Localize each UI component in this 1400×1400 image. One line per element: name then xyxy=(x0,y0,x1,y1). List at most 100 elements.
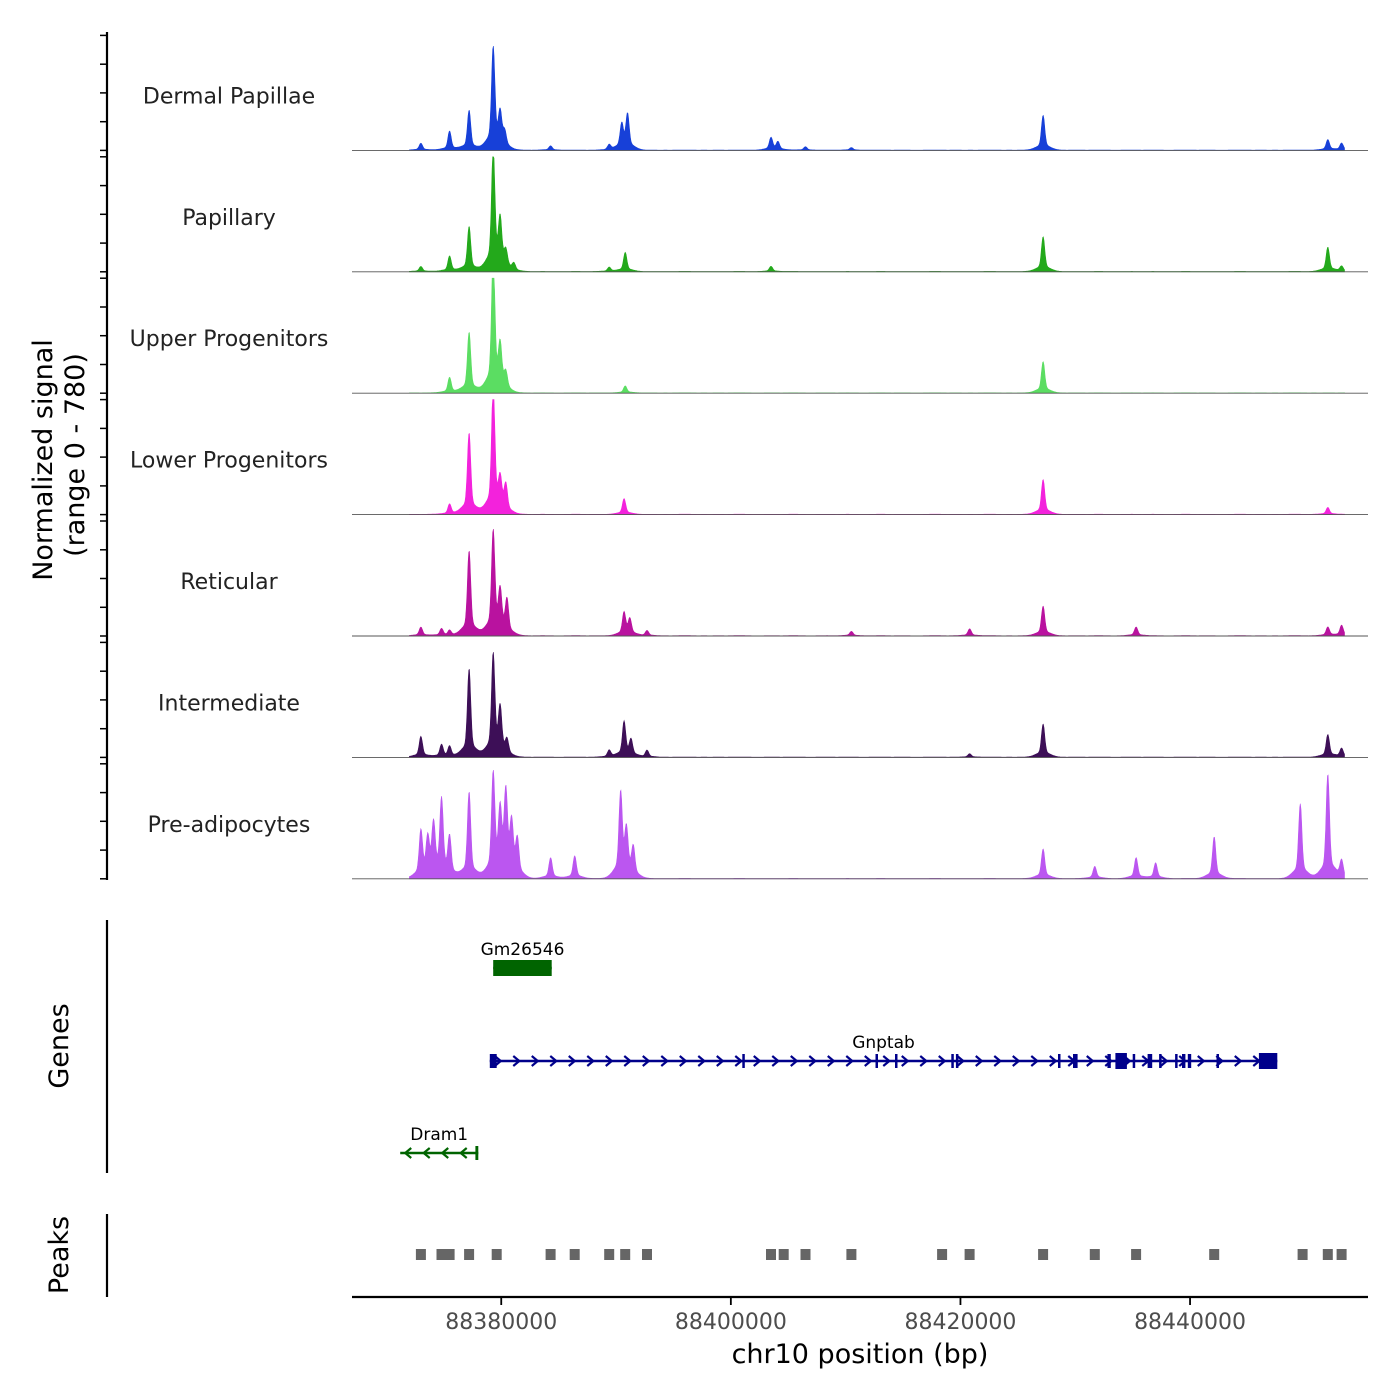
strand-arrow xyxy=(440,1147,449,1159)
peak-region xyxy=(1131,1249,1142,1260)
x-axis-ticks: 88380000 88400000 88420000 88440000 xyxy=(445,1297,1246,1335)
exon xyxy=(1073,1054,1078,1068)
gene-annotations: Gm26546 Gnptab Dram1 xyxy=(400,940,1278,1160)
strand-arrow xyxy=(956,1055,965,1067)
track-label: Lower Progenitors xyxy=(130,449,328,474)
peak-region xyxy=(766,1249,776,1260)
strand-arrow xyxy=(975,1055,984,1067)
strand-arrow xyxy=(919,1055,928,1067)
strand-arrow xyxy=(549,1055,558,1067)
strand-arrow xyxy=(494,1055,503,1067)
track-label: Dermal Papillae xyxy=(143,84,315,109)
gene-gm26546: Gm26546 xyxy=(481,940,565,976)
y-axis-title-line2: (range 0 - 780) xyxy=(60,353,91,557)
exon xyxy=(1216,1054,1219,1068)
peak-region xyxy=(1038,1249,1049,1260)
strand-arrow xyxy=(845,1055,854,1067)
strand-arrow xyxy=(771,1055,780,1067)
strand-arrow xyxy=(1030,1055,1039,1067)
coverage-area xyxy=(409,399,1345,515)
strand-arrow xyxy=(403,1147,412,1159)
coverage-area xyxy=(409,46,1345,151)
strand-arrow xyxy=(586,1055,595,1067)
peak-region xyxy=(1297,1249,1308,1260)
track-label: Reticular xyxy=(180,570,278,595)
peak-region xyxy=(642,1249,652,1260)
strand-arrow xyxy=(605,1055,614,1067)
coverage-area xyxy=(409,769,1345,880)
exon xyxy=(875,1054,878,1068)
x-tick-label: 88440000 xyxy=(1134,1310,1246,1335)
track-papillary: Papillary xyxy=(182,156,1368,273)
peak-region xyxy=(444,1249,455,1260)
exon xyxy=(1107,1054,1111,1068)
strand-arrow xyxy=(790,1055,799,1067)
track-label: Intermediate xyxy=(158,691,300,716)
strand-arrow xyxy=(512,1055,521,1067)
strand-arrow xyxy=(827,1055,836,1067)
x-tick-label: 88420000 xyxy=(904,1310,1016,1335)
peak-region xyxy=(415,1249,426,1260)
gene-label: Gm26546 xyxy=(481,940,565,960)
x-tick-label: 88380000 xyxy=(445,1310,557,1335)
peak-region xyxy=(545,1249,556,1260)
gene-label: Gnptab xyxy=(852,1033,915,1053)
peak-region xyxy=(1322,1249,1333,1260)
peak-region xyxy=(491,1249,502,1260)
coverage-y-ticks xyxy=(100,34,107,880)
strand-arrow xyxy=(623,1055,632,1067)
strand-arrow xyxy=(679,1055,688,1067)
peak-region xyxy=(464,1249,475,1260)
gene-gnptab: Gnptab xyxy=(489,1033,1278,1069)
track-upper-progenitors: Upper Progenitors xyxy=(130,277,1368,394)
exon xyxy=(895,1054,898,1068)
strand-arrow xyxy=(993,1055,1002,1067)
exon xyxy=(1132,1054,1136,1068)
strand-arrow xyxy=(1234,1055,1243,1067)
strand-arrow xyxy=(421,1147,431,1159)
peak-region xyxy=(604,1249,615,1260)
peak-region xyxy=(937,1249,948,1260)
exon xyxy=(1258,1053,1278,1069)
peak-region xyxy=(1089,1249,1100,1260)
x-tick-label: 88400000 xyxy=(675,1310,787,1335)
peak-region xyxy=(846,1249,857,1260)
strand-arrow xyxy=(716,1055,725,1067)
exon xyxy=(1175,1054,1178,1068)
peak-region xyxy=(964,1249,975,1260)
strand-arrow xyxy=(1197,1055,1206,1067)
exon xyxy=(489,1054,497,1068)
exon xyxy=(493,960,552,976)
strand-arrow xyxy=(458,1147,468,1159)
track-lower-progenitors: Lower Progenitors xyxy=(130,399,1368,516)
strand-arrow xyxy=(1012,1055,1021,1067)
exon xyxy=(1159,1054,1162,1068)
y-axis-title-line1: Normalized signal xyxy=(28,339,59,581)
genes-section-label: Genes xyxy=(44,1003,75,1088)
exon xyxy=(475,1146,479,1160)
exon xyxy=(1182,1054,1186,1068)
peak-region xyxy=(436,1249,447,1260)
strand-arrow xyxy=(642,1055,651,1067)
exon xyxy=(1147,1054,1153,1068)
coverage-area xyxy=(409,156,1345,273)
signal-tracks: Dermal Papillae Papillary Upper Progenitor… xyxy=(130,46,1368,880)
strand-arrow xyxy=(568,1055,577,1067)
gene-label: Dram1 xyxy=(410,1125,468,1145)
strand-arrow xyxy=(1160,1055,1169,1067)
exon xyxy=(955,1054,959,1068)
strand-arrow xyxy=(753,1055,762,1067)
strand-arrow xyxy=(808,1055,817,1067)
strand-arrow xyxy=(697,1055,706,1067)
strand-arrow xyxy=(1086,1055,1095,1067)
exon xyxy=(951,1054,954,1068)
gene-dram1: Dram1 xyxy=(400,1125,479,1160)
strand-arrow xyxy=(864,1055,873,1067)
coverage-area xyxy=(409,652,1345,758)
peak-region xyxy=(778,1249,789,1260)
x-axis-title: chr10 position (bp) xyxy=(732,1339,989,1370)
peak-regions xyxy=(415,1249,1347,1260)
strand-arrow xyxy=(1104,1055,1113,1067)
track-reticular: Reticular xyxy=(180,529,1368,637)
